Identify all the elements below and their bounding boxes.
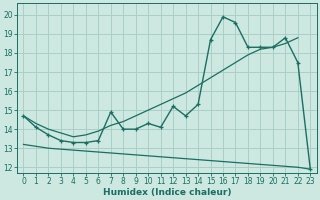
X-axis label: Humidex (Indice chaleur): Humidex (Indice chaleur): [103, 188, 231, 197]
